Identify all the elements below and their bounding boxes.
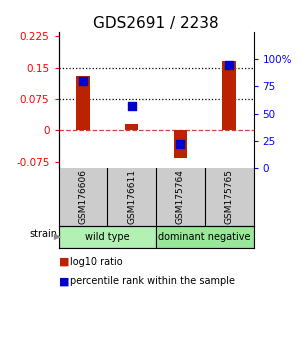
- Point: [80, 78, 85, 84]
- Text: dominant negative: dominant negative: [158, 232, 251, 242]
- Text: strain: strain: [29, 229, 58, 239]
- Bar: [76, 76, 90, 130]
- Bar: [125, 124, 139, 130]
- Text: GSM175765: GSM175765: [225, 170, 234, 224]
- Bar: [58, 226, 156, 248]
- Bar: [156, 226, 254, 248]
- Bar: [222, 61, 236, 130]
- Point: [178, 141, 183, 147]
- Point: [227, 62, 232, 67]
- Bar: [174, 130, 187, 158]
- Text: percentile rank within the sample: percentile rank within the sample: [70, 276, 236, 286]
- Text: ■: ■: [58, 276, 69, 286]
- Text: log10 ratio: log10 ratio: [70, 257, 123, 267]
- Text: wild type: wild type: [85, 232, 130, 242]
- Text: GSM175764: GSM175764: [176, 170, 185, 224]
- Title: GDS2691 / 2238: GDS2691 / 2238: [93, 16, 219, 31]
- Text: GSM176611: GSM176611: [127, 170, 136, 224]
- Text: ■: ■: [58, 257, 69, 267]
- Point: [129, 103, 134, 109]
- Text: GSM176606: GSM176606: [78, 170, 87, 224]
